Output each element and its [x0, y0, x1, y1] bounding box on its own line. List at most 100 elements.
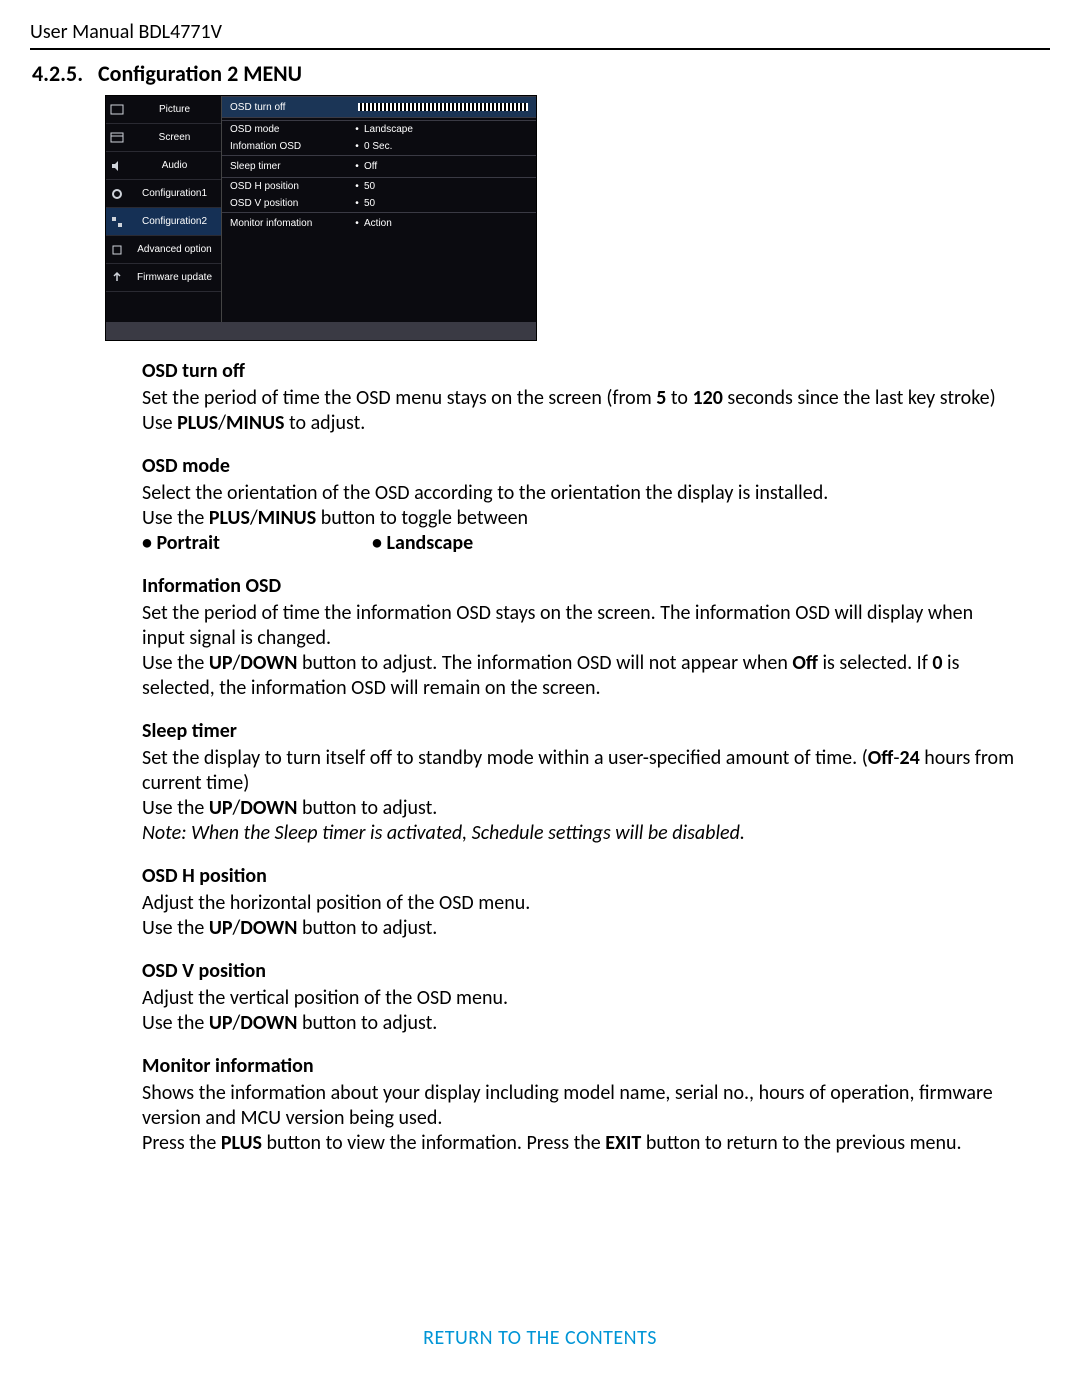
osd-row: Monitor infomation • Action: [222, 215, 536, 232]
subhead-osd-v: OSD V position: [142, 959, 1020, 984]
note: Note: When the Sleep timer is activated,…: [142, 821, 1020, 846]
osd-slider-icon: [358, 103, 528, 111]
osd-row-label: Monitor infomation: [230, 218, 350, 229]
audio-icon: [106, 160, 128, 172]
text: button to adjust. The information OSD wi…: [297, 651, 792, 675]
picture-icon: [106, 104, 128, 116]
paragraph: Press the PLUS button to view the inform…: [142, 1131, 1020, 1156]
osd-row-value: Landscape: [364, 124, 528, 135]
advanced-icon: [106, 243, 128, 257]
text: button to return to the previous menu.: [641, 1131, 961, 1155]
paragraph: Shows the information about your display…: [142, 1081, 1020, 1131]
screen-icon: [106, 132, 128, 144]
osd-row-label: OSD turn off: [230, 102, 350, 113]
paragraph: Use the PLUS/MINUS button to toggle betw…: [142, 506, 1020, 531]
section-heading: 4.2.5. Configuration 2 MENU: [32, 60, 1050, 87]
osd-sidebar-label: Configuration1: [128, 188, 221, 199]
osd-row-value: Off: [364, 161, 528, 172]
text-bold: 120: [692, 386, 722, 410]
text-bold: PLUS: [221, 1131, 262, 1155]
text: to adjust.: [285, 411, 366, 435]
gear-icon: [106, 187, 128, 201]
option-portrait: • Portrait: [142, 531, 372, 556]
text-bold: UP: [209, 651, 233, 675]
paragraph: Use the UP/DOWN button to adjust.: [142, 916, 1020, 941]
text: to: [666, 386, 692, 410]
firmware-icon: [106, 271, 128, 285]
osd-main-panel: OSD turn off OSD mode • Landscape Infoma…: [222, 96, 536, 322]
footer-link-container: RETURN TO THE CONTENTS: [30, 1326, 1050, 1350]
osd-row-value: 0 Sec.: [364, 141, 528, 152]
manual-title: User Manual BDL4771V: [30, 20, 1050, 44]
subhead-osd-mode: OSD mode: [142, 454, 1020, 479]
osd-sidebar-item-screen: Screen: [106, 124, 221, 152]
osd-footer-bar: [106, 322, 536, 340]
osd-row-value: 50: [364, 181, 528, 192]
osd-row: Infomation OSD • 0 Sec.: [222, 138, 536, 155]
text: button to adjust.: [297, 796, 437, 820]
text-bold: Off: [792, 651, 818, 675]
bullet-icon: •: [350, 218, 364, 229]
paragraph: Adjust the horizontal position of the OS…: [142, 891, 1020, 916]
text: Use the: [142, 506, 209, 530]
osd-sidebar-label: Firmware update: [128, 272, 221, 283]
bullet-icon: •: [350, 124, 364, 135]
header-rule: [30, 48, 1050, 50]
osd-row: Sleep timer • Off: [222, 158, 536, 175]
return-to-contents-link[interactable]: RETURN TO THE CONTENTS: [423, 1326, 657, 1350]
osd-sidebar-item-config1: Configuration1: [106, 180, 221, 208]
osd-row-label: Infomation OSD: [230, 141, 350, 152]
text: seconds since the last key stroke): [723, 386, 996, 410]
paragraph: Use the UP/DOWN button to adjust. The in…: [142, 651, 1020, 701]
paragraph: Set the period of time the OSD menu stay…: [142, 386, 1020, 411]
text: Set the period of time the OSD menu stay…: [142, 386, 656, 410]
bullet-icon: •: [350, 181, 364, 192]
section-number: 4.2.5.: [32, 60, 83, 87]
sliders-icon: [106, 215, 128, 229]
text: Use the: [142, 1011, 209, 1035]
text: button to adjust.: [297, 916, 437, 940]
text-bold: Off: [868, 746, 894, 770]
osd-row: OSD mode • Landscape: [222, 121, 536, 138]
text-bold: UP: [209, 1011, 233, 1035]
subhead-osd-turn-off: OSD turn off: [142, 359, 1020, 384]
osd-sidebar-label: Advanced option: [128, 244, 221, 255]
text-bold: MINUS: [258, 506, 317, 530]
osd-sidebar-item-audio: Audio: [106, 152, 221, 180]
text-bold: 5: [656, 386, 666, 410]
paragraph: Adjust the vertical position of the OSD …: [142, 986, 1020, 1011]
text: button to adjust.: [297, 1011, 437, 1035]
section-title-1: Configuration 2: [98, 60, 243, 87]
osd-row-selected: OSD turn off: [222, 96, 536, 118]
text: button to view the information. Press th…: [262, 1131, 605, 1155]
osd-row: OSD V position • 50: [222, 195, 536, 212]
text: is selected. If: [818, 651, 932, 675]
text-bold: PLUS: [177, 411, 218, 435]
text-bold: EXIT: [605, 1131, 641, 1155]
text-bold: DOWN: [240, 651, 297, 675]
osd-sidebar: Picture Screen Audio Configuration1 Conf…: [106, 96, 222, 322]
paragraph: Set the period of time the information O…: [142, 601, 1020, 651]
options-row: • Portrait • Landscape: [142, 531, 1020, 556]
text-bold: PLUS: [209, 506, 250, 530]
text-bold: DOWN: [240, 796, 297, 820]
text-bold: 0: [932, 651, 942, 675]
bullet-icon: •: [350, 198, 364, 209]
paragraph: Use PLUS/MINUS to adjust.: [142, 411, 1020, 436]
osd-sidebar-item-config2: Configuration2: [106, 208, 221, 236]
osd-sidebar-label: Configuration2: [128, 216, 221, 227]
paragraph: Select the orientation of the OSD accord…: [142, 481, 1020, 506]
text: Use: [142, 411, 177, 435]
bullet-icon: •: [350, 141, 364, 152]
bullet-icon: •: [350, 161, 364, 172]
text-bold: MINUS: [226, 411, 285, 435]
text: /: [218, 411, 226, 435]
subhead-sleep-timer: Sleep timer: [142, 719, 1020, 744]
paragraph: Use the UP/DOWN button to adjust.: [142, 796, 1020, 821]
section-title-2: MENU: [243, 60, 302, 87]
osd-sidebar-item-advanced: Advanced option: [106, 236, 221, 264]
osd-sidebar-label: Screen: [128, 132, 221, 143]
text-bold: DOWN: [240, 1011, 297, 1035]
osd-sidebar-label: Audio: [128, 160, 221, 171]
text: /: [250, 506, 258, 530]
